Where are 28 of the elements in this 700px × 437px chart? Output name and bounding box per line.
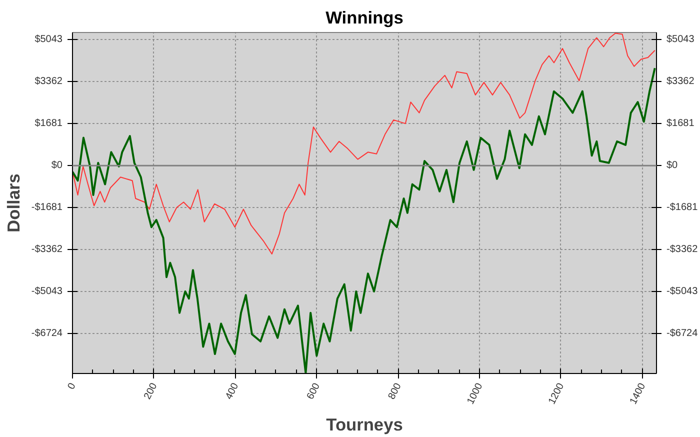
x-axis-title: Tourneys (326, 414, 403, 434)
y-tick-label: -$3362 (31, 244, 63, 256)
line-series (72, 32, 656, 254)
x-tick-label: 400 (224, 381, 242, 402)
y2-tick-label: -$1681 (666, 202, 698, 214)
y-tick-label: -$1681 (31, 202, 63, 214)
y-tick-label: $5043 (34, 34, 63, 46)
x-tick-label: 1200 (546, 381, 567, 406)
y-axis-title: Dollars (3, 174, 24, 232)
x-tick-label: 1400 (628, 381, 648, 406)
y2-tick-label: -$3362 (666, 244, 698, 256)
y-tick-label: -$5043 (31, 286, 63, 298)
x-tick-label: 1000 (465, 381, 486, 406)
y2-tick-label: $0 (666, 160, 678, 172)
y-tick-label: $0 (51, 160, 63, 172)
x-tick-label: 600 (305, 381, 323, 402)
y2-tick-label: $1681 (666, 118, 695, 130)
x-tick-label: 200 (142, 381, 160, 402)
y-tick-label: -$6724 (31, 328, 63, 340)
y2-tick-label: $5043 (666, 34, 695, 46)
chart-title: Winnings (326, 8, 404, 28)
y2-tick-label: -$5043 (666, 286, 698, 298)
x-tick-label: 0 (66, 381, 78, 392)
y-tick-label: $3362 (34, 76, 63, 88)
y2-tick-label: -$6724 (666, 328, 698, 340)
y-tick-label: $1681 (34, 118, 63, 130)
y2-tick-label: $3362 (666, 76, 695, 88)
x-tick-label: 800 (386, 381, 404, 402)
